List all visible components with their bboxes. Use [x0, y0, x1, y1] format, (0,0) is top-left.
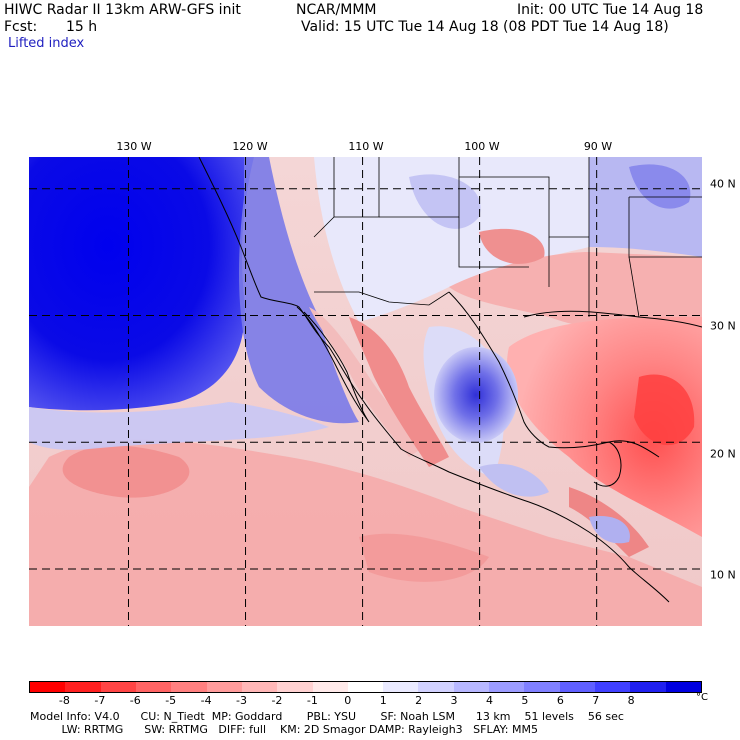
- political-borders: [313, 157, 702, 318]
- lon-label-110w: 110 W: [348, 140, 384, 153]
- colorbar-swatch: [206, 682, 242, 692]
- colorbar-tick-label: -5: [165, 694, 177, 707]
- colorbar-tick-label: 4: [485, 694, 493, 707]
- colorbar-tick-label: -1: [306, 694, 318, 707]
- lat-label-30n: 30 N: [710, 319, 736, 333]
- colorbar-tick-label: 8: [627, 694, 635, 707]
- colorbar-swatch: [418, 682, 454, 692]
- colorbar-swatch: [100, 682, 136, 692]
- model-title: HIWC Radar II 13km ARW-GFS init: [4, 2, 241, 18]
- colorbar-tick-label: 6: [556, 694, 564, 707]
- us-interior: [314, 157, 589, 322]
- colorbar-swatch: [453, 682, 490, 692]
- colorbar-swatch: [524, 682, 560, 692]
- lat-label-20n: 20 N: [710, 447, 736, 461]
- mexican-plateau-stable: [434, 347, 518, 443]
- model-info-line-2: LW: RRTMG SW: RRTMG DIFF: full KM: 2D Sm…: [30, 723, 538, 736]
- graticule: [29, 157, 702, 626]
- valid-time: Valid: 15 UTC Tue 14 Aug 18 (08 PDT Tue …: [301, 19, 669, 35]
- lifted-index-map: [29, 157, 702, 626]
- colorbar-swatch: [30, 682, 66, 692]
- colorbar: [29, 681, 702, 693]
- tropical-unstable-band: [29, 439, 702, 626]
- colorbar-swatch: [171, 682, 207, 692]
- lon-label-100w: 100 W: [464, 140, 500, 153]
- coastlines: [198, 157, 702, 603]
- gulf-unstable-region: [507, 317, 702, 537]
- colorbar-unit: °C: [696, 692, 708, 703]
- colorbar-swatch: [595, 682, 631, 692]
- organization-label: NCAR/MMM: [296, 2, 377, 18]
- colorbar-swatch: [135, 682, 172, 692]
- colorbar-tick-label: 5: [521, 694, 529, 707]
- colorbar-swatch: [347, 682, 384, 692]
- forecast-hour: 15 h: [66, 19, 98, 35]
- colorbar-swatch: [630, 682, 666, 692]
- colorbar-tick-label: -4: [200, 694, 212, 707]
- colorbar-tick-label: -7: [94, 694, 106, 707]
- colorbar-swatch: [559, 682, 595, 692]
- colorbar-tick-label: -8: [58, 694, 70, 707]
- colorbar-swatch: [65, 682, 101, 692]
- pacific-stable-region: [29, 157, 254, 411]
- colorbar-tick-label: 1: [379, 694, 387, 707]
- lat-label-40n: 40 N: [710, 177, 736, 191]
- colorbar-tick-label: -2: [271, 694, 283, 707]
- lat-label-10n: 10 N: [710, 568, 736, 582]
- colorbar-tick-label: -3: [236, 694, 247, 707]
- colorbar-tick-label: 7: [592, 694, 600, 707]
- lon-label-90w: 90 W: [583, 140, 613, 153]
- field-name: Lifted index: [8, 36, 85, 51]
- colorbar-swatch: [665, 682, 701, 692]
- colorbar-tick-label: 3: [450, 694, 458, 707]
- colorbar-tick-label: 0: [344, 694, 352, 707]
- lon-label-120w: 120 W: [232, 140, 268, 153]
- colorbar-swatch: [489, 682, 525, 692]
- colorbar-swatch: [312, 682, 348, 692]
- colorbar-swatch: [241, 682, 278, 692]
- colorbar-swatch: [277, 682, 313, 692]
- colorbar-swatch: [383, 682, 419, 692]
- colorbar-tick-label: -6: [129, 694, 141, 707]
- init-time: Init: 00 UTC Tue 14 Aug 18: [517, 2, 704, 18]
- colorbar-tick-label: 2: [415, 694, 423, 707]
- lon-label-130w: 130 W: [116, 140, 152, 153]
- forecast-label: Fcst:: [4, 19, 38, 35]
- model-info-line-1: Model Info: V4.0 CU: N_Tiedt MP: Goddard…: [30, 710, 624, 723]
